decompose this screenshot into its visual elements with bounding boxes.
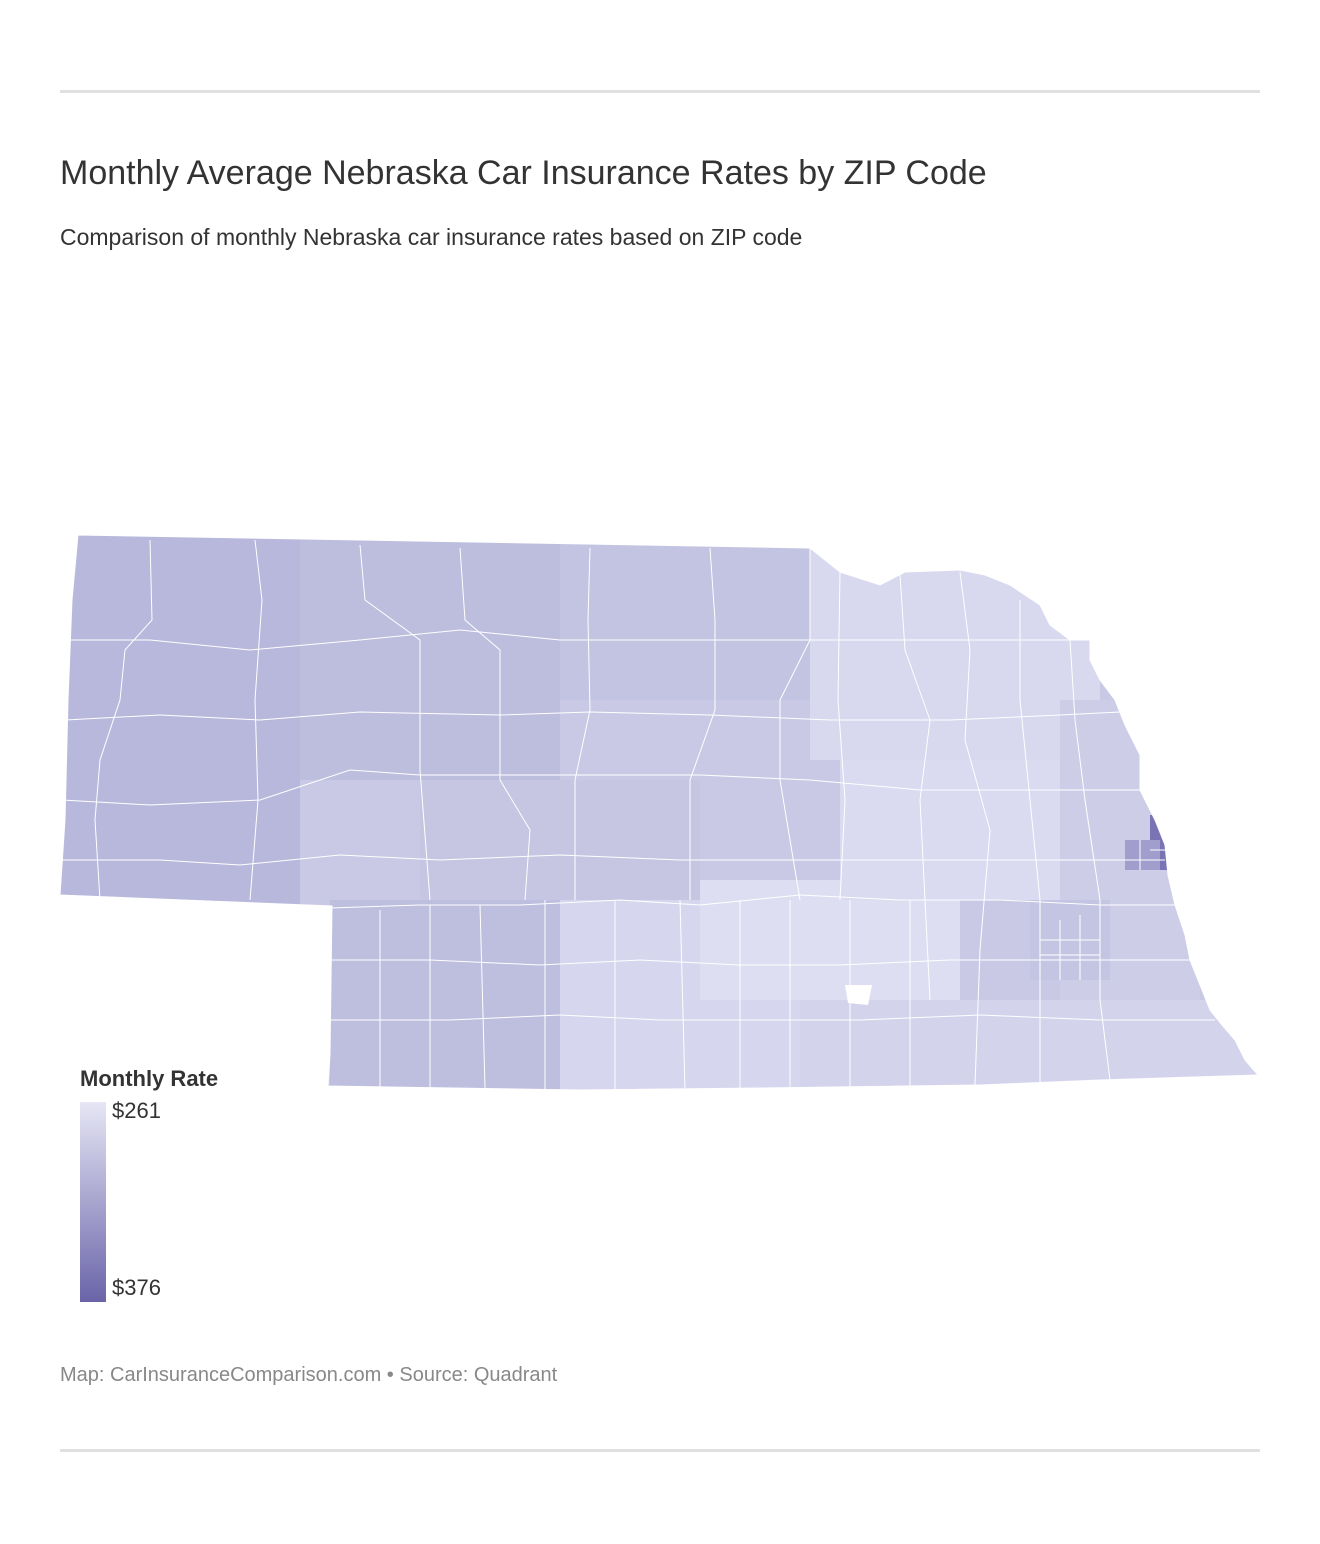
region-northeast	[810, 540, 1100, 760]
region-central	[420, 780, 700, 900]
page-subtitle: Comparison of monthly Nebraska car insur…	[60, 224, 803, 250]
zip-boundaries	[60, 539, 1215, 1090]
region-east-central	[840, 760, 1060, 900]
legend-color-ramp	[80, 1102, 106, 1302]
region-sandhills-north	[300, 535, 560, 780]
region-southwest	[330, 900, 560, 1090]
region-southeast	[800, 1000, 1258, 1090]
region-omaha-inner	[1125, 840, 1160, 870]
bottom-divider	[60, 1449, 1260, 1452]
map-legend: Monthly Rate $261 $376	[80, 1066, 280, 1306]
state-shape	[60, 535, 1258, 1090]
top-divider	[60, 90, 1260, 93]
page-title: Monthly Average Nebraska Car Insurance R…	[60, 154, 987, 192]
legend-min-label: $261	[112, 1098, 161, 1123]
source-credit: Map: CarInsuranceComparison.com • Source…	[60, 1364, 558, 1386]
legend-max-label: $376	[112, 1275, 161, 1300]
legend-title: Monthly Rate	[80, 1066, 219, 1091]
region-no-data	[845, 985, 872, 1005]
region-panhandle-west	[60, 535, 300, 910]
region-tri-cities	[700, 880, 960, 1000]
region-north-central	[560, 535, 810, 700]
